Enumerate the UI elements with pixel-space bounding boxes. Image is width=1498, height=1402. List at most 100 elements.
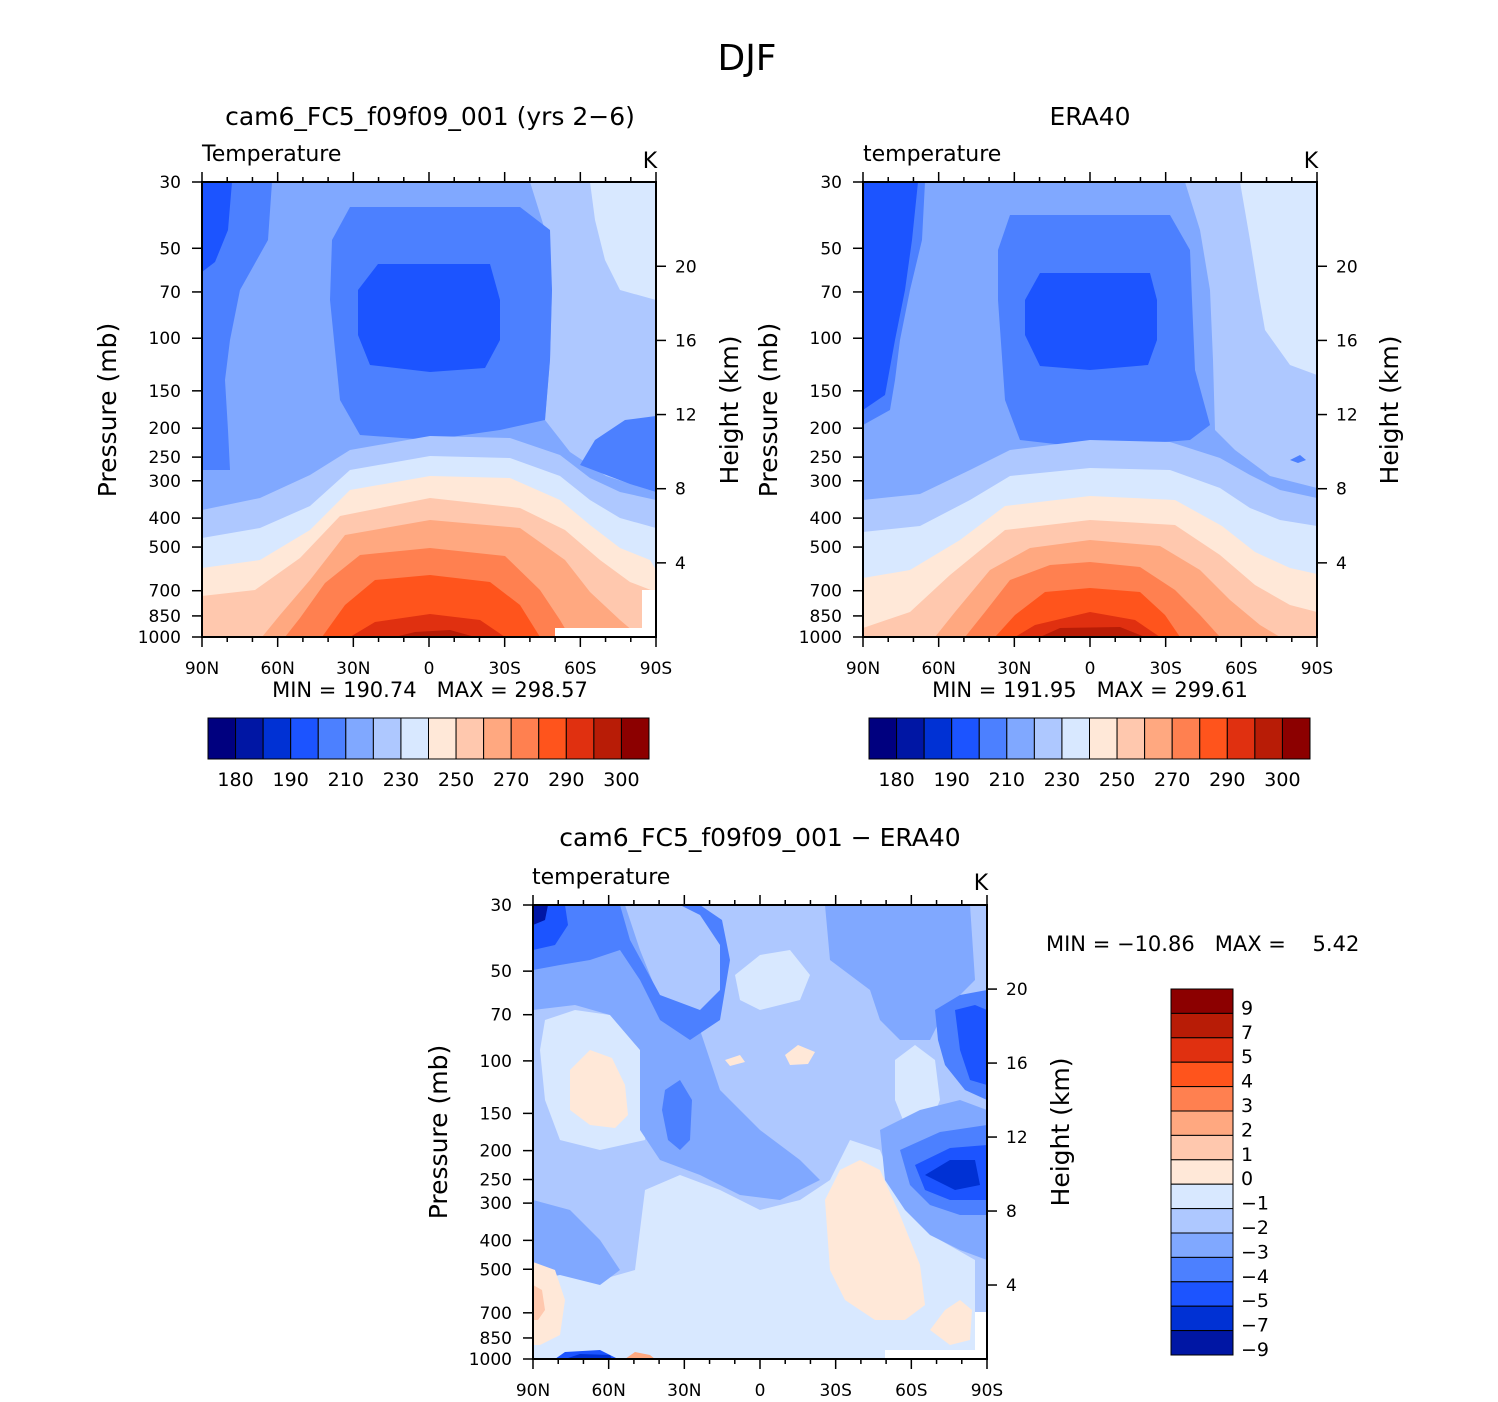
colorbar-label: 190	[934, 769, 970, 791]
obs-ylabel: Pressure (mb)	[754, 323, 783, 497]
panel-model: cam6_FC5_f09f09_001 (yrs 2−6) Temperatur…	[93, 102, 744, 791]
x-tick-label: 90N	[846, 659, 880, 679]
y-tick-label: 1000	[138, 628, 181, 648]
colorbar-swatch	[1170, 1208, 1234, 1234]
y-tick-label: 50	[820, 239, 842, 259]
colorbar-swatch	[290, 717, 319, 760]
colorbar-swatch	[317, 717, 347, 760]
y-tick-label: 70	[820, 283, 842, 303]
y2-tick-label: 16	[675, 331, 697, 351]
colorbar-label: 7	[1241, 1022, 1253, 1044]
colorbar-swatch	[1254, 717, 1283, 760]
colorbar-swatch	[1170, 1256, 1234, 1283]
colorbar-swatch	[428, 717, 457, 760]
colorbar-label: 180	[878, 769, 914, 791]
y-tick-label: 850	[480, 1329, 512, 1349]
colorbar-swatch	[400, 717, 429, 760]
colorbar-swatch	[1281, 717, 1311, 760]
panel-diff: cam6_FC5_f09f09_001 − ERA40 temperature …	[424, 823, 1359, 1401]
panel-model-subtitle: Temperature	[201, 142, 341, 167]
colorbar-label: −9	[1241, 1339, 1269, 1361]
colorbar-label: 210	[328, 769, 364, 791]
colorbar-swatch	[1170, 988, 1234, 1014]
colorbar-swatch	[538, 717, 567, 760]
x-tick-label: 30N	[997, 659, 1031, 679]
y-tick-label: 400	[149, 509, 181, 529]
y-tick-label: 400	[810, 509, 842, 529]
colorbar-label: 290	[548, 769, 584, 791]
colorbar-swatch	[455, 717, 485, 760]
y-tick-label: 700	[480, 1304, 512, 1324]
colorbar-swatch	[1170, 1232, 1234, 1258]
colorbar-swatch	[262, 717, 292, 760]
y-tick-label: 250	[480, 1171, 512, 1191]
y-tick-label: 30	[490, 896, 512, 916]
colorbar-swatch	[1144, 717, 1173, 760]
colorbar-swatch	[1171, 717, 1201, 760]
y2-tick-label: 20	[1006, 980, 1028, 1000]
y-tick-label: 70	[490, 1006, 512, 1026]
colorbar-swatch	[1006, 717, 1035, 760]
y-tick-label: 400	[480, 1231, 512, 1251]
panel-obs-title: ERA40	[1049, 102, 1130, 131]
x-tick-label: 30S	[1149, 659, 1181, 679]
y-tick-label: 200	[810, 419, 842, 439]
y-tick-label: 700	[149, 582, 181, 602]
colorbar-label: 2	[1241, 1119, 1253, 1141]
colorbar-label: −4	[1241, 1266, 1269, 1288]
colorbar-swatch	[345, 717, 374, 760]
x-tick-label: 0	[1085, 659, 1096, 679]
model-temperature-field	[202, 182, 656, 637]
x-tick-label: 90N	[516, 1381, 550, 1401]
y-tick-label: 300	[480, 1194, 512, 1214]
y-tick-label: 200	[149, 419, 181, 439]
x-tick-label: 60S	[1225, 659, 1257, 679]
y2-tick-label: 4	[1006, 1276, 1017, 1296]
colorbar-swatch	[235, 717, 264, 760]
x-tick-label: 30S	[819, 1381, 851, 1401]
y-tick-label: 300	[810, 472, 842, 492]
diff-temperature-field	[533, 905, 987, 1359]
colorbar-swatch	[896, 717, 925, 760]
colorbar-swatch	[1170, 1183, 1234, 1210]
colorbar-label: 3	[1241, 1095, 1253, 1117]
y2-tick-label: 4	[1336, 554, 1347, 574]
colorbar-label: −7	[1241, 1315, 1269, 1337]
panel-obs: ERA40 temperature K 90N 60N 30N 0 30S 60S 90S 3…	[754, 102, 1404, 791]
x-tick-label: 60N	[921, 659, 955, 679]
y2-tick-label: 12	[675, 406, 697, 426]
panel-diff-units: K	[974, 871, 989, 896]
colorbar-swatch	[1170, 1037, 1234, 1063]
colorbar-swatch	[1170, 1305, 1234, 1332]
colorbar-label: 210	[989, 769, 1025, 791]
colorbar-label: 230	[383, 769, 419, 791]
y-tick-label: 100	[480, 1052, 512, 1072]
colorbar-label: 250	[438, 769, 474, 791]
x-tick-label: 90N	[185, 659, 219, 679]
y-tick-label: 500	[480, 1260, 512, 1280]
y-tick-label: 150	[810, 382, 842, 402]
y-tick-label: 150	[480, 1104, 512, 1124]
panel-model-title: cam6_FC5_f09f09_001 (yrs 2−6)	[225, 102, 635, 131]
y-tick-label: 30	[820, 173, 842, 193]
y2-tick-label: 16	[1006, 1054, 1028, 1074]
x-tick-label: 90S	[1301, 659, 1333, 679]
x-tick-label: 90S	[640, 659, 672, 679]
diff-ylabel: Pressure (mb)	[424, 1045, 453, 1219]
y-tick-label: 850	[810, 607, 842, 627]
y2-tick-label: 8	[675, 480, 686, 500]
colorbar-swatch	[1170, 1012, 1234, 1039]
colorbar-label: −5	[1241, 1290, 1269, 1312]
diff-y2label: Height (km)	[1046, 1058, 1075, 1207]
panel-obs-units: K	[1304, 149, 1319, 174]
x-tick-label: 60S	[564, 659, 596, 679]
colorbar-swatch	[1170, 1134, 1234, 1161]
colorbar-swatch	[1116, 717, 1146, 760]
colorbar-swatch	[1199, 717, 1228, 760]
y-tick-label: 100	[149, 329, 181, 349]
y-tick-label: 150	[149, 382, 181, 402]
y-tick-label: 250	[810, 448, 842, 468]
x-tick-label: 60S	[895, 1381, 927, 1401]
x-tick-label: 30S	[488, 659, 520, 679]
y2-tick-label: 12	[1336, 406, 1358, 426]
